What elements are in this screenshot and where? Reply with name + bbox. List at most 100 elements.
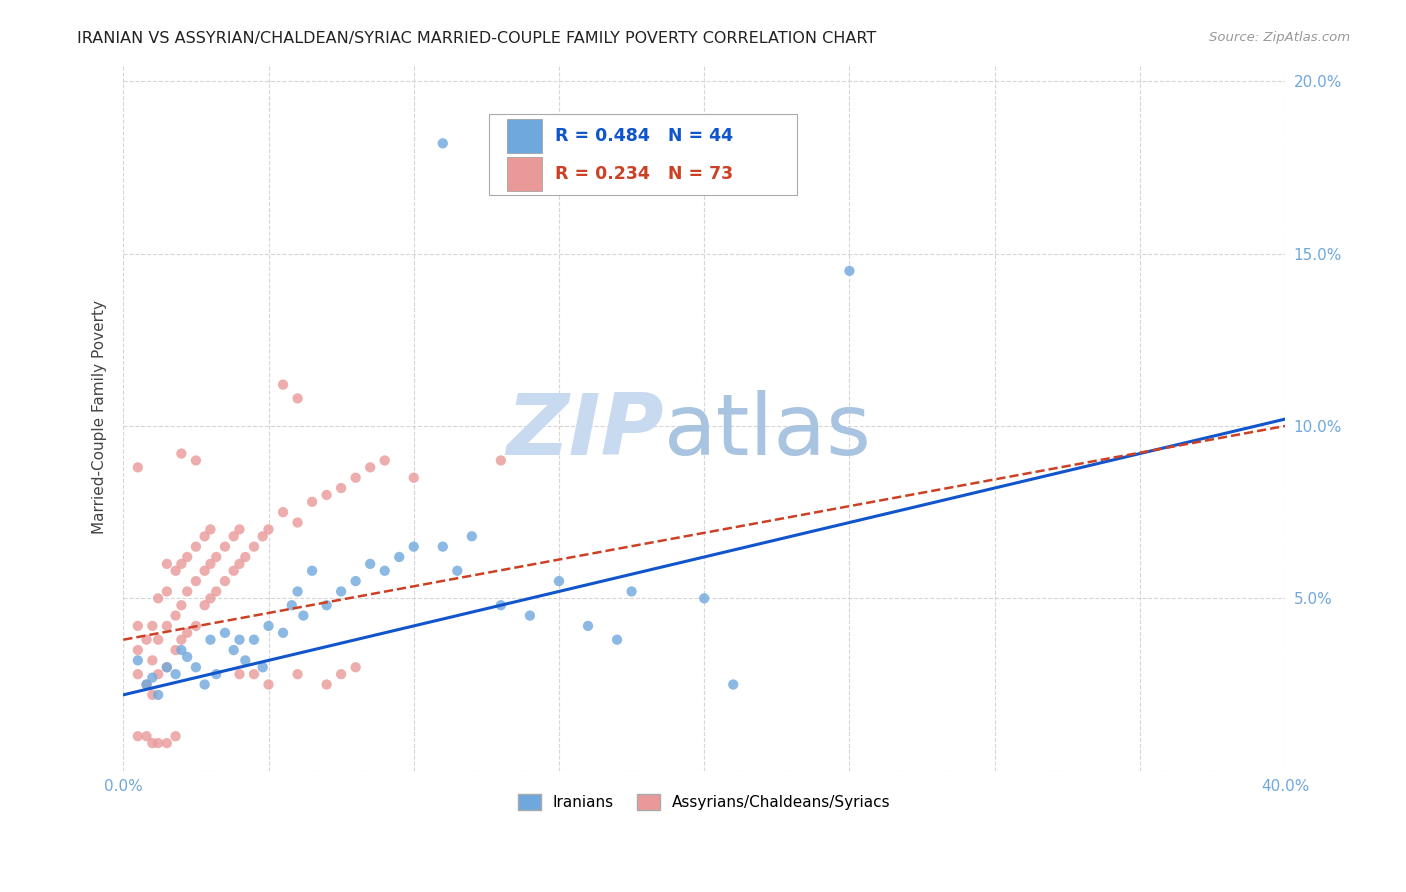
Point (576, 619, 599, 633)
Point (200, 632, 222, 647)
Point (127, 619, 149, 633)
Point (184, 619, 207, 633)
Point (135, 677, 157, 691)
Point (315, 599, 337, 613)
Point (141, 671, 163, 685)
Point (165, 729, 187, 743)
Point (548, 574, 571, 588)
Point (228, 632, 250, 647)
Point (194, 677, 217, 691)
Point (127, 460, 149, 475)
Text: atlas: atlas (664, 390, 872, 473)
Point (292, 608, 315, 623)
Point (214, 540, 236, 554)
Point (184, 540, 207, 554)
Point (287, 584, 309, 599)
Point (315, 677, 337, 691)
Point (156, 736, 179, 750)
Point (176, 549, 198, 564)
Point (301, 495, 323, 509)
Legend: Iranians, Assyrians/Chaldeans/Syriacs: Iranians, Assyrians/Chaldeans/Syriacs (512, 788, 897, 816)
Point (446, 564, 468, 578)
Point (330, 667, 353, 681)
Point (228, 667, 250, 681)
Point (194, 529, 217, 543)
Point (344, 574, 367, 588)
Point (127, 653, 149, 667)
Point (156, 557, 179, 571)
Point (156, 619, 179, 633)
Point (170, 446, 193, 460)
Text: Source: ZipAtlas.com: Source: ZipAtlas.com (1209, 31, 1350, 45)
Point (156, 660, 179, 674)
Point (344, 660, 367, 674)
Point (222, 564, 245, 578)
Point (257, 522, 280, 536)
Point (243, 540, 266, 554)
Point (146, 632, 169, 647)
Point (620, 584, 643, 599)
Point (135, 632, 157, 647)
Point (243, 632, 266, 647)
Point (723, 677, 745, 691)
Point (252, 529, 274, 543)
Point (257, 619, 280, 633)
Point (374, 453, 396, 467)
Point (156, 660, 179, 674)
Point (233, 549, 256, 564)
Point (170, 557, 193, 571)
Point (170, 632, 193, 647)
Point (141, 688, 163, 702)
Point (194, 599, 217, 613)
Text: R = 0.484   N = 44: R = 0.484 N = 44 (555, 128, 734, 145)
Text: ZIP: ZIP (506, 390, 664, 473)
Point (838, 264, 860, 278)
Point (176, 584, 198, 599)
Point (271, 505, 294, 519)
Point (146, 591, 169, 606)
Point (330, 584, 353, 599)
Point (271, 625, 294, 640)
Text: IRANIAN VS ASSYRIAN/CHALDEAN/SYRIAC MARRIED-COUPLE FAMILY POVERTY CORRELATION CH: IRANIAN VS ASSYRIAN/CHALDEAN/SYRIAC MARR… (77, 31, 876, 46)
Point (165, 608, 187, 623)
Point (194, 564, 217, 578)
Point (257, 677, 280, 691)
Point (489, 599, 512, 613)
Point (344, 471, 367, 485)
Point (432, 136, 454, 151)
Point (141, 619, 163, 633)
Point (287, 667, 309, 681)
Point (141, 653, 163, 667)
Point (184, 574, 207, 588)
Point (146, 667, 169, 681)
Point (359, 557, 381, 571)
Point (165, 643, 187, 657)
Point (243, 667, 266, 681)
Point (214, 625, 236, 640)
Point (388, 549, 411, 564)
Text: R = 0.234   N = 73: R = 0.234 N = 73 (555, 165, 734, 183)
Point (519, 608, 541, 623)
Point (214, 574, 236, 588)
Point (165, 564, 187, 578)
Point (184, 660, 207, 674)
Point (135, 729, 157, 743)
Point (489, 453, 512, 467)
Point (233, 653, 256, 667)
Point (330, 481, 353, 495)
Point (205, 549, 228, 564)
Point (359, 460, 381, 475)
Point (176, 625, 198, 640)
Point (170, 643, 193, 657)
Point (170, 599, 193, 613)
Point (127, 667, 149, 681)
Point (374, 564, 396, 578)
Point (402, 540, 425, 554)
Point (205, 667, 228, 681)
FancyBboxPatch shape (489, 113, 797, 194)
Point (228, 557, 250, 571)
Point (252, 660, 274, 674)
Point (271, 377, 294, 392)
Point (222, 529, 245, 543)
Point (135, 677, 157, 691)
